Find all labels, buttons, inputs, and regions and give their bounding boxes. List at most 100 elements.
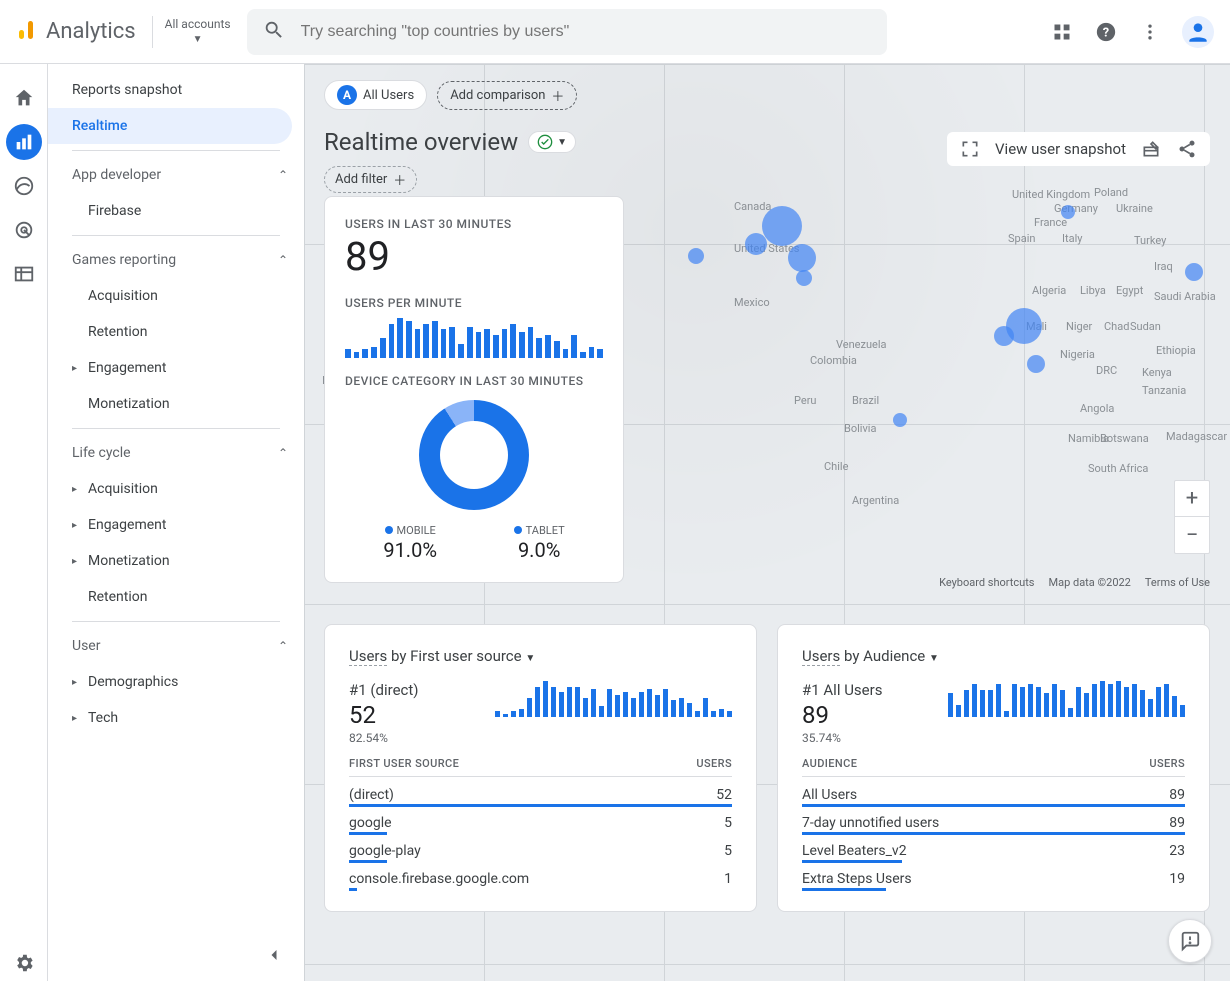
map-label: Spain [1008,232,1035,245]
card-title[interactable]: Users by First user source ▼ [349,647,732,665]
map-label: Mexico [734,296,770,309]
table-row[interactable]: 7-day unnotified users89 [802,805,1185,833]
map-label: Chad [1104,320,1129,333]
sidebar-demographics[interactable]: ▸Demographics [48,664,304,700]
map-dot [1061,205,1075,219]
map-label: DRC [1096,364,1117,377]
nav-rail [0,64,48,981]
sidebar-lc-acquisition[interactable]: ▸Acquisition [48,471,304,507]
sidebar-firebase[interactable]: Firebase [48,193,304,229]
rank-label: #1 (direct) [349,681,419,699]
search-box[interactable] [247,9,887,55]
status-selector[interactable]: ▼ [528,131,576,153]
feedback-button[interactable] [1168,919,1212,963]
sidebar-games-acquisition[interactable]: Acquisition [48,278,304,314]
row-value: 89 [1169,787,1185,803]
rail-configure-icon[interactable] [6,256,42,292]
map-dot [1185,263,1203,281]
sidebar-games-engagement[interactable]: ▸Engagement [48,350,304,386]
sidebar-lc-engagement[interactable]: ▸Engagement [48,507,304,543]
table-row[interactable]: google5 [349,805,732,833]
users-by-audience-card: Users by Audience ▼#1 All Users8935.74%A… [777,624,1210,912]
sidebar-games-monetization[interactable]: Monetization [48,386,304,422]
table-row[interactable]: Level Beaters_v223 [802,833,1185,861]
terms-link[interactable]: Terms of Use [1145,576,1210,589]
row-value: 1 [724,871,732,887]
account-label: All accounts [165,17,231,31]
map-dot [994,326,1014,346]
sidebar-reports-snapshot[interactable]: Reports snapshot [48,72,304,108]
sidebar-games-retention[interactable]: Retention [48,314,304,350]
avatar[interactable] [1182,16,1214,48]
customize-icon[interactable] [1140,138,1162,160]
keyboard-shortcuts-link[interactable]: Keyboard shortcuts [939,576,1034,589]
map-dot [796,270,812,286]
map-attribution: Keyboard shortcuts Map data ©2022 Terms … [939,576,1210,589]
sidebar-section-games-reporting[interactable]: Games reporting⌃ [48,242,304,278]
chip-add-comparison[interactable]: Add comparison＋ [437,81,577,110]
sidebar-lc-monetization[interactable]: ▸Monetization [48,543,304,579]
sidebar-realtime[interactable]: Realtime [48,108,292,144]
help-icon[interactable]: ? [1094,20,1118,44]
svg-text:?: ? [1103,25,1109,40]
chevron-up-icon: ⌃ [278,639,288,653]
map-label: Namibia [1068,432,1109,445]
card-title[interactable]: Users by Audience ▼ [802,647,1185,665]
page-title: Realtime overview [324,128,518,156]
map-label: Egypt [1116,284,1143,297]
account-selector[interactable]: All accounts ▼ [165,17,231,47]
chevron-up-icon: ⌃ [278,168,288,182]
rail-explore-icon[interactable] [6,168,42,204]
map-dot [745,233,767,255]
map-label: Brazil [852,394,879,407]
view-user-snapshot-button[interactable]: View user snapshot [995,140,1126,158]
sidebar-section-life-cycle[interactable]: Life cycle⌃ [48,435,304,471]
divider [152,16,153,48]
table-row[interactable]: All Users89 [802,777,1185,805]
sidebar-lc-retention[interactable]: Retention [48,579,304,615]
table-row[interactable]: console.firebase.google.com1 [349,861,732,889]
map-dot [788,244,816,272]
rank-pct: 82.54% [349,731,419,745]
chevron-right-icon: ▸ [72,363,84,374]
map-label: France [1034,216,1067,229]
row-label: 7-day unnotified users [802,815,939,831]
row-value: 23 [1169,843,1185,859]
fullscreen-icon[interactable] [959,138,981,160]
map-data-label: Map data ©2022 [1049,576,1131,589]
zoom-out-button[interactable]: − [1175,517,1209,553]
chip-all-users[interactable]: AAll Users [324,80,427,110]
map-label: Iraq [1154,260,1173,273]
row-value: 19 [1169,871,1185,887]
sidebar-collapse-icon[interactable] [264,945,284,969]
rail-admin-icon[interactable] [6,945,42,981]
search-input[interactable] [301,23,871,41]
badge-a: A [337,85,357,105]
map-zoom: + − [1174,480,1210,554]
chevron-right-icon: ▸ [72,713,84,724]
sidebar-section-app-developer[interactable]: App developer⌃ [48,157,304,193]
card-sparkline [948,681,1185,717]
sidebar-section-user[interactable]: User⌃ [48,628,304,664]
header: Analytics All accounts ▼ ? [0,0,1230,64]
logo-area[interactable]: Analytics [16,18,136,46]
more-icon[interactable] [1138,20,1162,44]
add-filter-button[interactable]: Add filter＋ [324,166,417,193]
apps-icon[interactable] [1050,20,1074,44]
rank-label: #1 All Users [802,681,882,699]
rail-reports-icon[interactable] [6,124,42,160]
chevron-right-icon: ▸ [72,484,84,495]
table-row[interactable]: google-play5 [349,833,732,861]
sidebar-tech[interactable]: ▸Tech [48,700,304,736]
row-label: Extra Steps Users [802,871,912,887]
table-row[interactable]: (direct)52 [349,777,732,805]
table-row[interactable]: Extra Steps Users 19 [802,861,1185,889]
rail-advertising-icon[interactable] [6,212,42,248]
rail-home-icon[interactable] [6,80,42,116]
zoom-in-button[interactable]: + [1175,481,1209,517]
row-value: 5 [724,815,732,831]
product-name: Analytics [46,19,136,44]
main-content: CanadaUnited StatesMexicoVenezuelaColomb… [304,64,1230,981]
device-tablet: TABLET 9.0% [514,522,565,562]
share-icon[interactable] [1176,138,1198,160]
